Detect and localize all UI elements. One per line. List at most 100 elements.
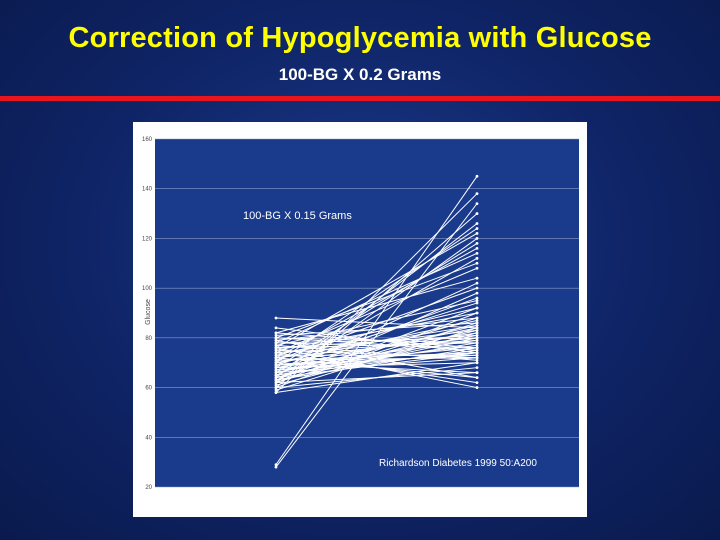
x-category-after: After — [466, 491, 488, 502]
data-point-after — [475, 301, 479, 305]
data-point-after — [475, 348, 479, 352]
y-tick-label: 120 — [142, 236, 153, 242]
data-point-after — [475, 329, 479, 332]
data-point-after — [475, 333, 479, 337]
data-point-before — [274, 343, 278, 347]
data-point-after — [475, 338, 479, 342]
data-point-before — [274, 358, 278, 362]
data-point-before — [274, 348, 278, 352]
series-line — [275, 342, 478, 349]
data-point-after — [475, 319, 479, 322]
data-point-before — [274, 378, 278, 382]
y-tick-label: 80 — [145, 336, 152, 342]
data-point-after — [475, 336, 479, 340]
data-point-after — [475, 371, 479, 375]
y-tick-label: 40 — [145, 435, 152, 441]
series-line — [275, 327, 478, 354]
series-line — [275, 317, 478, 329]
series-line — [275, 203, 478, 468]
citation: Richardson Diabetes 1999 50:A200 — [379, 458, 537, 469]
y-tick-label: 100 — [142, 286, 153, 292]
series-line — [275, 349, 478, 376]
data-point-before — [274, 376, 278, 380]
data-point-before — [274, 371, 278, 375]
series-line — [275, 334, 478, 349]
series-line — [275, 354, 478, 366]
data-point-after — [475, 381, 479, 384]
data-point-before — [274, 363, 278, 367]
y-tick-label: 20 — [145, 485, 152, 491]
y-tick-label: 140 — [142, 187, 153, 193]
x-category-before: Before — [256, 491, 286, 502]
data-point-before — [274, 336, 278, 340]
data-point-before — [274, 465, 278, 469]
data-point-before — [274, 386, 278, 389]
data-point-after — [475, 316, 479, 320]
data-point-after — [475, 346, 479, 350]
y-tick-label: 60 — [145, 386, 152, 392]
data-point-after — [475, 343, 479, 347]
series-line — [275, 347, 478, 389]
y-axis-ticks: 20 40 60 80 100 120 140 160 — [142, 137, 153, 491]
data-point-before — [274, 331, 278, 335]
data-point-after — [475, 386, 479, 389]
data-point-after — [475, 366, 479, 370]
data-point-before — [274, 381, 278, 384]
series-line — [275, 262, 478, 339]
series-line — [275, 257, 478, 374]
slide-subtitle: 100-BG X 0.2 Grams — [278, 65, 442, 84]
data-point-after — [475, 296, 479, 300]
data-point-before — [274, 368, 278, 372]
series-line — [275, 347, 478, 381]
series-line — [275, 175, 478, 465]
data-point-after — [475, 174, 479, 178]
data-point-after — [475, 351, 479, 355]
data-point-after — [475, 276, 479, 280]
data-point-before — [274, 326, 278, 330]
data-point-after — [475, 299, 479, 302]
data-point-after — [475, 261, 479, 265]
data-point-before — [274, 356, 278, 360]
data-point-after — [475, 376, 479, 380]
data-point-after — [475, 326, 479, 330]
data-point-before — [274, 341, 278, 345]
series-lines — [275, 175, 478, 468]
data-point-after — [475, 237, 479, 240]
data-point-after — [475, 222, 479, 225]
data-point-before — [274, 353, 278, 357]
series-line — [275, 322, 478, 384]
line-chart: 20 40 60 80 100 120 140 160 Glucose 100-BG X 0.… — [142, 137, 579, 502]
data-point-after — [475, 286, 479, 290]
data-point-after — [475, 321, 479, 325]
data-point-before — [274, 346, 278, 350]
series-line — [275, 252, 478, 344]
data-point-after — [475, 266, 479, 270]
series-line — [275, 277, 478, 334]
data-point-after — [475, 306, 479, 310]
data-point-before — [274, 373, 278, 377]
series-points — [274, 174, 479, 469]
data-point-after — [475, 324, 479, 327]
data-point-after — [475, 232, 479, 235]
data-point-before — [274, 383, 278, 387]
data-point-after — [475, 356, 479, 360]
y-axis-label: Glucose — [145, 299, 152, 325]
title-divider — [0, 96, 720, 101]
data-point-after — [475, 358, 479, 362]
data-point-after — [475, 353, 479, 357]
data-point-before — [274, 361, 278, 365]
data-point-after — [475, 212, 479, 215]
data-point-after — [475, 192, 479, 196]
series-line — [275, 357, 478, 361]
gridlines — [155, 138, 579, 488]
data-point-after — [475, 281, 479, 285]
inner-annotation: 100-BG X 0.15 Grams — [243, 210, 352, 222]
data-point-after — [475, 251, 479, 255]
data-point-before — [274, 388, 278, 392]
data-point-after — [475, 202, 479, 206]
data-point-before — [274, 351, 278, 355]
data-point-before — [274, 463, 278, 467]
data-point-before — [274, 316, 278, 320]
data-point-after — [475, 256, 479, 260]
slide-title: Correction of Hypoglycemia with Glucose — [68, 22, 652, 54]
